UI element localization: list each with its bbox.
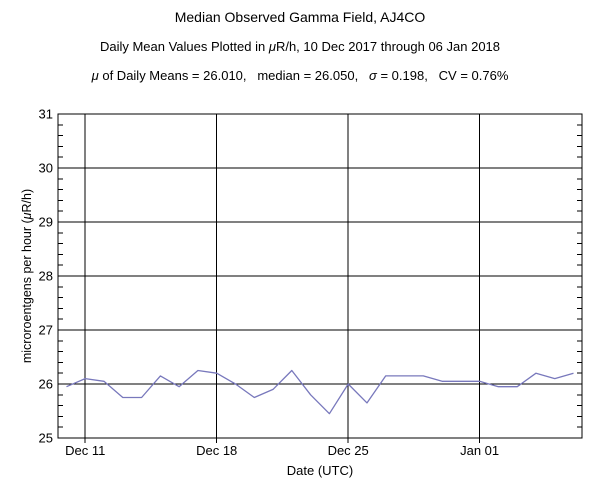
plot-frame [57, 113, 583, 439]
data-line [66, 369, 574, 415]
y-tick-label: 25 [39, 431, 53, 446]
y-tick-label: 30 [39, 161, 53, 176]
x-tick-label: Dec 25 [328, 443, 369, 458]
chart-stats-line: μ of Daily Means = 26.010, median = 26.0… [91, 68, 509, 83]
x-tick-label: Jan 01 [460, 443, 499, 458]
x-tick-label: Dec 11 [65, 443, 105, 458]
y-tick-label: 27 [39, 323, 53, 338]
chart-title: Median Observed Gamma Field, AJ4CO [174, 9, 426, 25]
y-tick-label: 31 [39, 107, 53, 122]
x-tick-label: Dec 18 [196, 443, 237, 458]
y-tick-label: 28 [39, 269, 53, 284]
y-tick-label: 26 [39, 377, 53, 392]
y-tick-label: 29 [39, 215, 53, 230]
chart-subtitle: Daily Mean Values Plotted in μR/h, 10 De… [99, 39, 501, 54]
x-axis-title: Date (UTC) [286, 463, 354, 478]
